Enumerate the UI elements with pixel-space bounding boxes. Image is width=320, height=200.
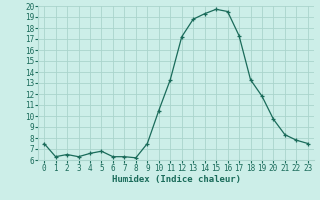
X-axis label: Humidex (Indice chaleur): Humidex (Indice chaleur)	[111, 175, 241, 184]
